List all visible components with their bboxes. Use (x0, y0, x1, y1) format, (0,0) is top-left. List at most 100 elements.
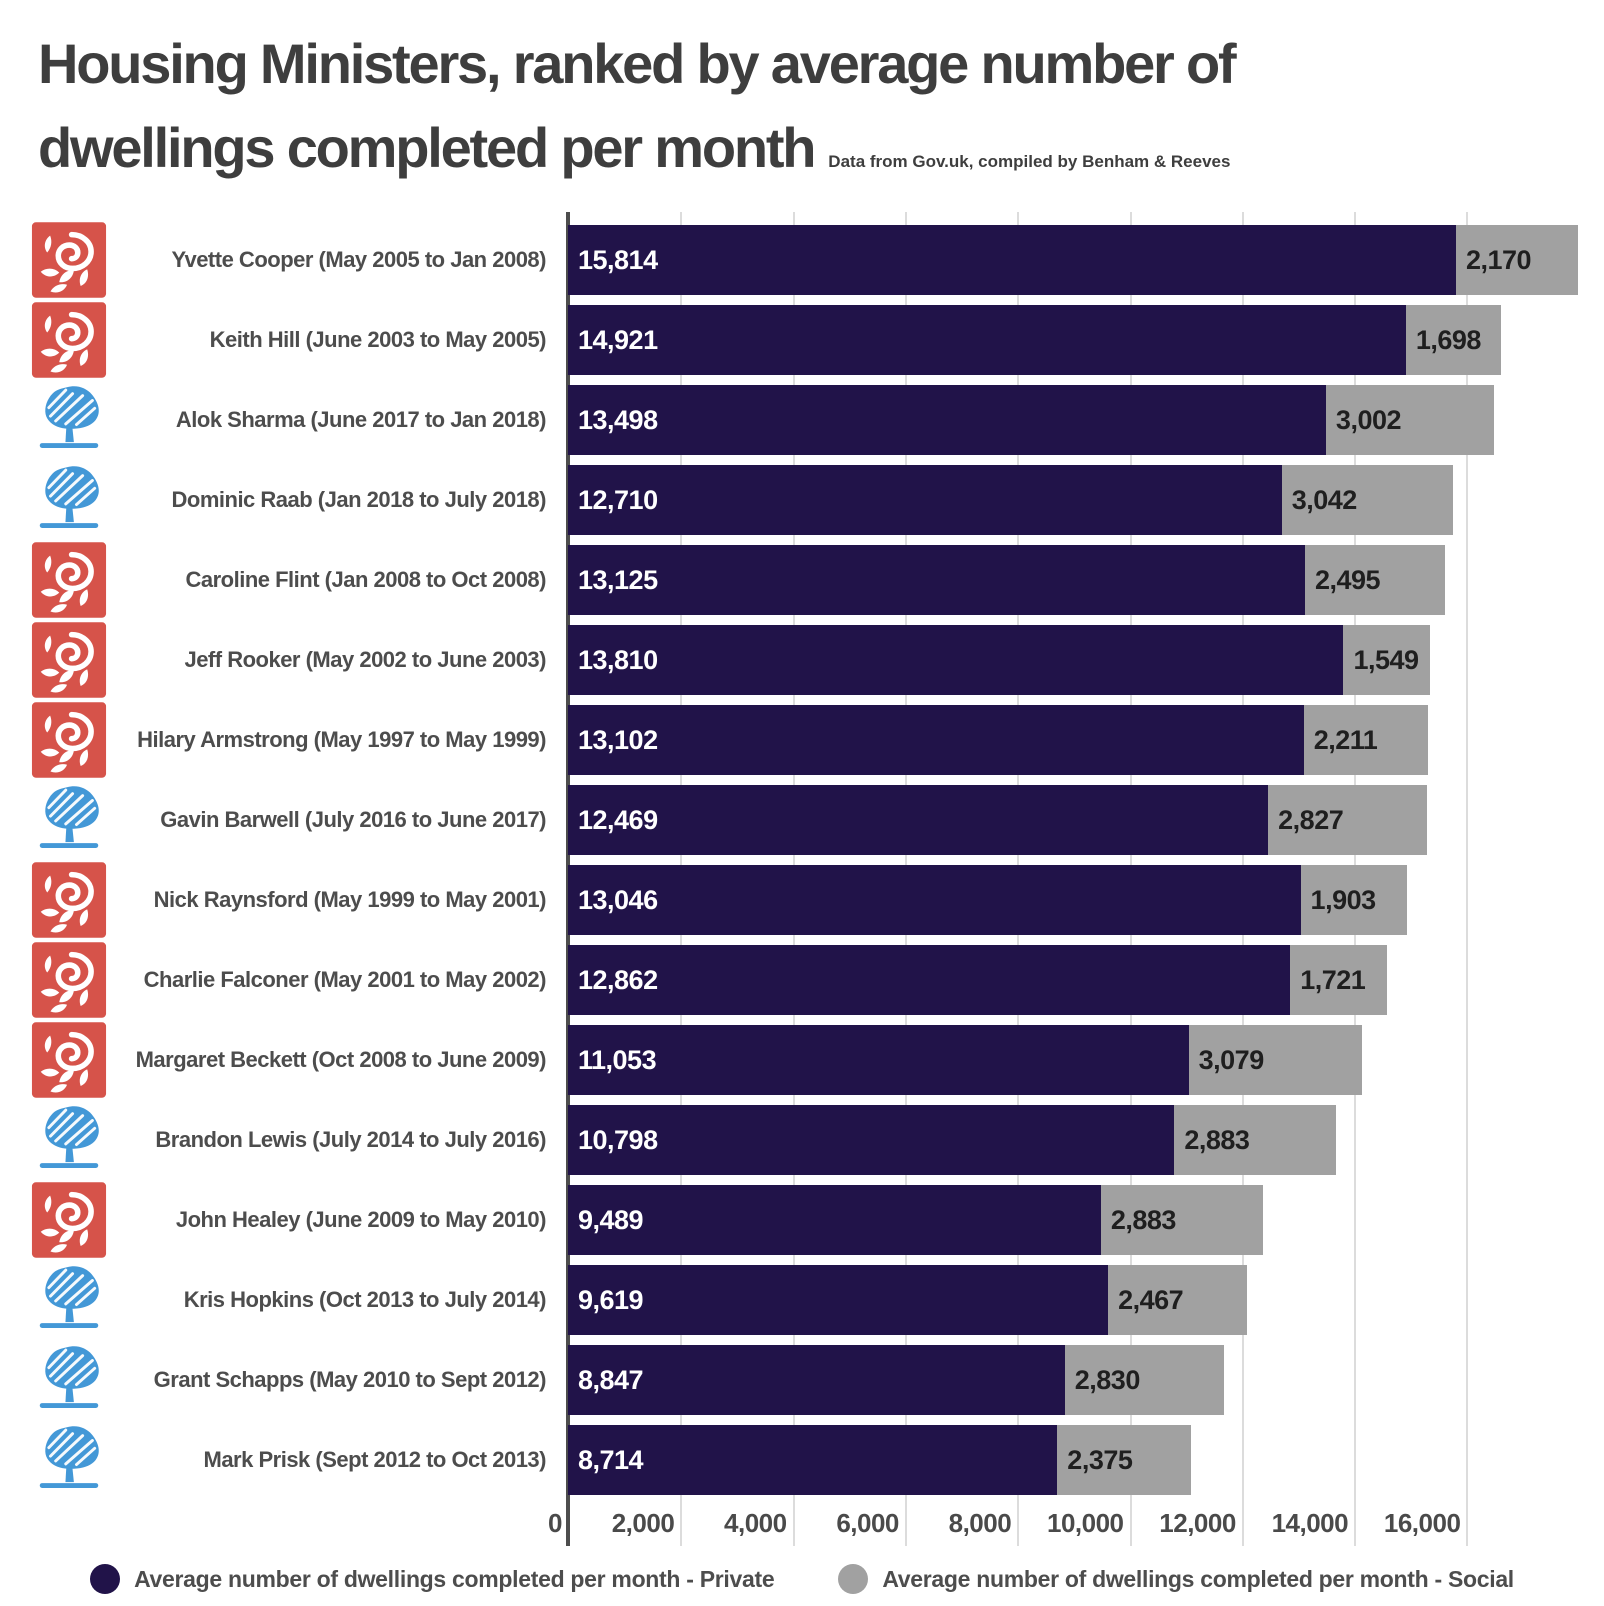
party-icon-cell (0, 541, 110, 619)
x-tick-label-10000: 10,000 (1046, 1508, 1124, 1538)
bar-track: 9,619 2,467 (568, 1265, 1604, 1335)
social-bar-segment: 3,079 (1188, 1025, 1362, 1095)
legend-label: Average number of dwellings completed pe… (882, 1565, 1514, 1592)
bar-track: 9,489 2,883 (568, 1185, 1604, 1255)
social-bar-segment: 2,883 (1174, 1105, 1337, 1175)
minister-label: Gavin Barwell (July 2016 to June 2017) (160, 807, 546, 832)
social-bar-segment: 2,883 (1100, 1185, 1263, 1255)
minister-label: John Healey (June 2009 to May 2010) (175, 1207, 547, 1232)
labour-rose-icon (30, 301, 108, 379)
private-bar-segment: 13,125 (568, 545, 1305, 615)
x-tick-label-12000: 12,000 (1159, 1508, 1236, 1538)
party-icon-cell (0, 381, 110, 459)
minister-row: Brandon Lewis (July 2014 to July 2016) 10… (0, 1100, 1604, 1180)
minister-label: Mark Prisk (Sept 2012 to Oct 2013) (203, 1447, 547, 1472)
chart-legend: Average number of dwellings completed pe… (0, 1564, 1604, 1594)
x-tick-label-6000: 6,000 (836, 1508, 899, 1538)
labour-rose-icon (30, 221, 108, 299)
private-value-label: 8,847 (578, 1364, 644, 1395)
private-value-label: 8,714 (578, 1444, 644, 1475)
minister-row: Hilary Armstrong (May 1997 to May 1999) 1… (0, 700, 1604, 780)
minister-label: Charlie Falconer (May 2001 to May 2002) (143, 967, 547, 992)
x-tick-label-0: 0 (548, 1508, 562, 1538)
data-source-note: Data from Gov.uk, compiled by Benham & R… (828, 152, 1231, 171)
bar-track: 13,125 2,495 (568, 545, 1604, 615)
private-bar-segment: 9,619 (568, 1265, 1109, 1335)
labour-rose-icon (30, 941, 108, 1019)
party-icon-cell (0, 1181, 110, 1259)
party-icon-cell (0, 781, 110, 859)
social-value-label: 2,830 (1074, 1364, 1141, 1395)
bar-track: 8,714 2,375 (568, 1425, 1604, 1495)
party-icon-cell (0, 1101, 110, 1179)
labour-rose-icon (30, 701, 108, 779)
bar-track: 13,046 1,903 (568, 865, 1604, 935)
private-value-label: 11,053 (578, 1044, 657, 1075)
private-bar-segment: 11,053 (568, 1025, 1189, 1095)
legend-item: Average number of dwellings completed pe… (90, 1564, 775, 1594)
social-value-label: 2,827 (1278, 804, 1344, 835)
private-bar-segment: 13,102 (568, 705, 1304, 775)
minister-row: Jeff Rooker (May 2002 to June 2003) 13,81… (0, 620, 1604, 700)
social-value-label: 1,721 (1300, 964, 1366, 995)
private-bar-segment: 15,814 (568, 225, 1456, 295)
private-value-label: 13,498 (578, 404, 658, 435)
minister-row: John Healey (June 2009 to May 2010) 9,489… (0, 1180, 1604, 1260)
conservative-tree-icon (30, 1101, 108, 1179)
minister-row: Grant Schapps (May 2010 to Sept 2012) 8,8… (0, 1340, 1604, 1420)
party-icon-cell (0, 221, 110, 299)
plot-area: Yvette Cooper (May 2005 to Jan 2008) 15,8… (0, 212, 1604, 1546)
minister-label: Keith Hill (June 2003 to May 2005) (209, 327, 547, 352)
social-value-label: 2,883 (1184, 1124, 1250, 1155)
party-icon-cell (0, 461, 110, 539)
x-axis: 0 2,000 4,000 6,000 8,000 10,000 12,000 14,000 1… (548, 1500, 1604, 1542)
minister-row: Nick Raynsford (May 1999 to May 2001) 13,… (0, 860, 1604, 940)
private-value-label: 9,619 (578, 1284, 644, 1315)
private-value-label: 9,489 (578, 1204, 644, 1235)
party-icon-cell (0, 1421, 110, 1499)
minister-row: Margaret Beckett (Oct 2008 to June 2009)… (0, 1020, 1604, 1100)
minister-row: Kris Hopkins (Oct 2013 to July 2014) 9,61… (0, 1260, 1604, 1340)
social-bar-segment: 2,827 (1268, 785, 1427, 855)
bar-track: 11,053 3,079 (568, 1025, 1604, 1095)
conservative-tree-icon (30, 381, 108, 459)
minister-label: Margaret Beckett (Oct 2008 to June 2009) (135, 1047, 547, 1072)
social-bar-segment: 2,211 (1303, 705, 1428, 775)
bar-track: 12,469 2,827 (568, 785, 1604, 855)
minister-label: Yvette Cooper (May 2005 to Jan 2008) (171, 247, 547, 272)
labour-rose-icon (30, 1181, 108, 1259)
x-tick-label-4000: 4,000 (724, 1508, 787, 1538)
private-bar-segment: 9,489 (568, 1185, 1101, 1255)
conservative-tree-icon (30, 1341, 108, 1419)
social-value-label: 2,495 (1314, 564, 1381, 595)
party-icon-cell (0, 1341, 110, 1419)
social-bar-segment: 3,002 (1325, 385, 1495, 455)
minister-label: Caroline Flint (Jan 2008 to Oct 2008) (185, 567, 546, 592)
bar-track: 13,810 1,549 (568, 625, 1604, 695)
minister-label: Kris Hopkins (Oct 2013 to July 2014) (183, 1287, 547, 1312)
minister-row: Keith Hill (June 2003 to May 2005) 14,921… (0, 300, 1604, 380)
minister-label: Dominic Raab (Jan 2018 to July 2018) (171, 487, 547, 512)
social-bar-segment: 2,830 (1064, 1345, 1224, 1415)
minister-row: Dominic Raab (Jan 2018 to July 2018) 12,7… (0, 460, 1604, 540)
social-value-label: 1,549 (1353, 644, 1419, 675)
private-value-label: 15,814 (578, 244, 658, 275)
bar-track: 12,710 3,042 (568, 465, 1604, 535)
private-value-label: 14,921 (578, 324, 658, 355)
bar-track: 10,798 2,883 (568, 1105, 1604, 1175)
party-icon-cell (0, 861, 110, 939)
social-value-label: 2,883 (1110, 1204, 1177, 1235)
private-bar-segment: 12,710 (568, 465, 1282, 535)
party-icon-cell (0, 621, 110, 699)
minister-label: Hilary Armstrong (May 1997 to May 1999) (137, 727, 546, 752)
social-bar-segment: 3,042 (1281, 465, 1453, 535)
private-bar-segment: 8,714 (568, 1425, 1058, 1495)
private-bar-segment: 13,810 (568, 625, 1344, 695)
party-icon-cell (0, 1261, 110, 1339)
minister-label: Jeff Rooker (May 2002 to June 2003) (184, 647, 546, 672)
minister-label: Grant Schapps (May 2010 to Sept 2012) (153, 1367, 547, 1392)
conservative-tree-icon (30, 1261, 108, 1339)
x-tick-label-8000: 8,000 (948, 1508, 1012, 1538)
labour-rose-icon (30, 621, 108, 699)
